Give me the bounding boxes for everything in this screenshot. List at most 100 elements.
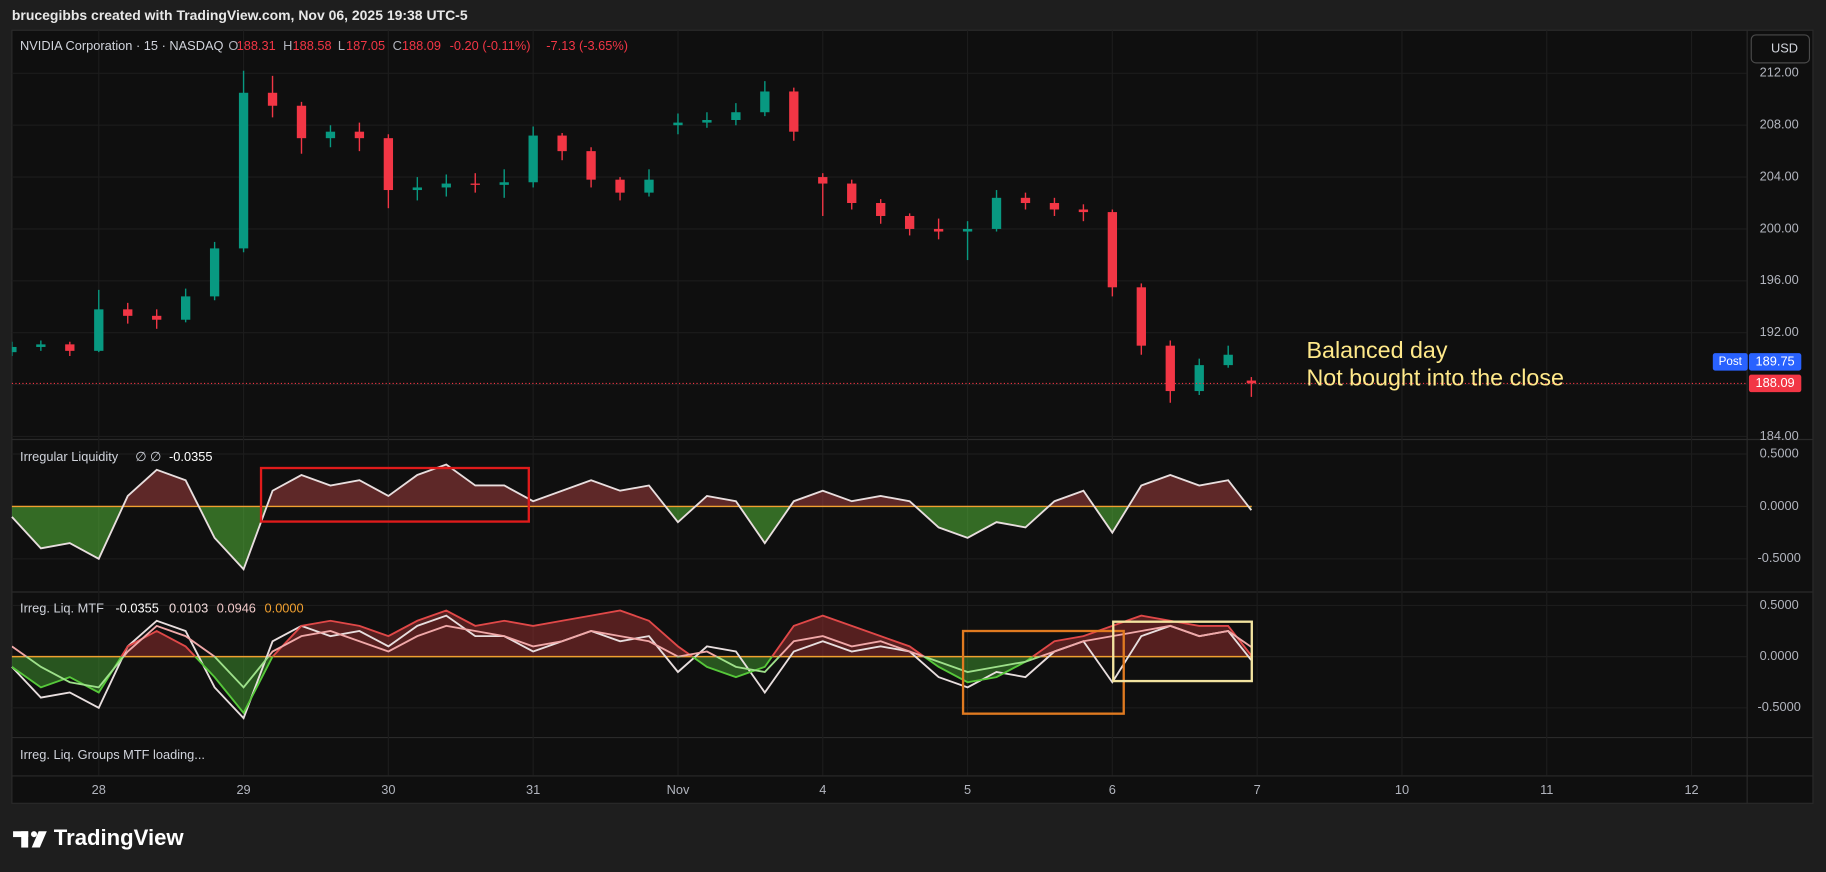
candle-body bbox=[991, 197, 1002, 229]
indicator-value: 0.0000 bbox=[265, 600, 304, 615]
candle-body bbox=[933, 228, 944, 232]
currency-button[interactable] bbox=[1750, 34, 1811, 64]
tradingview-logo-icon bbox=[13, 831, 47, 848]
candle-body bbox=[1107, 212, 1118, 288]
candle-body bbox=[499, 182, 509, 185]
post-label: Post bbox=[1719, 355, 1743, 368]
candle-body bbox=[731, 112, 741, 121]
indicator-line bbox=[11, 656, 1035, 715]
area-positive bbox=[121, 610, 1252, 657]
drawing-box-red bbox=[259, 466, 530, 523]
x-tick-label: 7 bbox=[1254, 782, 1261, 797]
indicator-params: ∅ ∅ bbox=[135, 449, 161, 464]
y-tick-label: 0.0000 bbox=[1760, 648, 1799, 663]
y-tick-label: 0.5000 bbox=[1760, 445, 1799, 460]
candle-body bbox=[644, 179, 654, 193]
candle-body bbox=[209, 248, 220, 297]
candle-body bbox=[441, 183, 451, 188]
legend-label: L bbox=[338, 38, 345, 53]
x-tick-label: 11 bbox=[1540, 782, 1553, 797]
y-tick-label: 192.00 bbox=[1760, 324, 1799, 339]
candle-body bbox=[528, 135, 538, 183]
indicator-line bbox=[11, 624, 1252, 657]
candle-body bbox=[673, 122, 683, 126]
indicator-value: -0.0355 bbox=[116, 600, 159, 615]
x-tick-label: 10 bbox=[1395, 782, 1409, 797]
x-tick-label: 4 bbox=[819, 782, 826, 797]
drawing-box-yellow bbox=[1112, 620, 1253, 683]
x-tick-label: 5 bbox=[964, 782, 971, 797]
candle-body bbox=[615, 179, 625, 193]
candles bbox=[11, 70, 1257, 403]
legend-label: C bbox=[393, 38, 402, 53]
candle-body bbox=[1049, 203, 1060, 210]
y-tick-label: 0.5000 bbox=[1760, 597, 1799, 612]
post-tag bbox=[1712, 353, 1748, 371]
last-price-label: 188.09 bbox=[1756, 375, 1795, 390]
post-price-label: 189.75 bbox=[1756, 353, 1795, 368]
x-tick-label: 31 bbox=[526, 782, 540, 797]
x-tick-label: 28 bbox=[92, 782, 106, 797]
candle-body bbox=[847, 183, 857, 204]
legend-change: -0.20 (-0.11%) bbox=[450, 38, 531, 53]
y-tick-label: 200.00 bbox=[1760, 220, 1799, 235]
y-tick-label: 212.00 bbox=[1760, 65, 1799, 80]
candle-body bbox=[238, 92, 249, 249]
indicator-value: 0.0103 bbox=[169, 600, 208, 615]
legend-label: O bbox=[228, 38, 238, 53]
annotation: Balanced day bbox=[1307, 337, 1448, 363]
candle-body bbox=[11, 346, 17, 353]
x-tick-label: 12 bbox=[1684, 782, 1698, 797]
y-tick-label: 0.0000 bbox=[1760, 498, 1799, 513]
marks-layer: 28 29 30 31 Nov 4 5 6 7 10 11 12 184.00 192.00 196.00 2… bbox=[11, 65, 1802, 797]
candle-body bbox=[1194, 365, 1204, 392]
chart-area bbox=[11, 29, 1814, 804]
candle-body bbox=[1078, 209, 1089, 213]
candle-body bbox=[325, 131, 336, 139]
candle-body bbox=[789, 91, 799, 132]
candle-body bbox=[412, 187, 422, 191]
top-bar-text: brucegibbs created with TradingView.com,… bbox=[12, 7, 468, 23]
y-tick-label: 208.00 bbox=[1760, 117, 1799, 132]
legend-label: H bbox=[283, 38, 292, 53]
candle-body bbox=[383, 138, 394, 191]
indicator-value: -0.0355 bbox=[169, 449, 212, 464]
area-negative bbox=[11, 506, 1252, 570]
candle-body bbox=[1020, 197, 1031, 204]
candle-body bbox=[94, 309, 104, 351]
y-tick-label: 184.00 bbox=[1760, 428, 1799, 443]
loading-pane-text: Irreg. Liq. Groups MTF loading... bbox=[20, 747, 205, 762]
candle-body bbox=[557, 135, 567, 152]
indicator-line bbox=[120, 609, 1253, 657]
legend-value: 187.05 bbox=[346, 38, 385, 53]
footer-logo: TradingView bbox=[54, 825, 185, 850]
y-tick-label: 204.00 bbox=[1760, 168, 1799, 183]
y-tick-label: -0.5000 bbox=[1757, 550, 1800, 565]
currency-label[interactable]: USD bbox=[1771, 40, 1798, 55]
legend-value: 188.09 bbox=[402, 38, 441, 53]
x-tick-label: 6 bbox=[1109, 782, 1116, 797]
x-tick-label: 30 bbox=[381, 782, 395, 797]
candle-body bbox=[65, 344, 75, 351]
y-tick-label: 196.00 bbox=[1760, 272, 1799, 287]
legend-day-change: -7.13 (-3.65%) bbox=[546, 38, 628, 53]
candle-body bbox=[296, 105, 307, 139]
candle-body bbox=[904, 215, 915, 229]
last-price-tag bbox=[1748, 374, 1802, 393]
candle-body bbox=[818, 177, 828, 184]
candle-body bbox=[152, 315, 162, 320]
area-positive bbox=[122, 464, 1249, 507]
drawing-box-orange bbox=[961, 629, 1125, 715]
legend-value: 188.31 bbox=[237, 38, 276, 53]
candle-body bbox=[123, 309, 133, 316]
x-tick-label: Nov bbox=[667, 782, 690, 797]
candle-body bbox=[470, 183, 480, 185]
candle-body bbox=[180, 296, 191, 320]
candle-body bbox=[760, 91, 770, 113]
candle-body bbox=[702, 120, 712, 123]
indicator-line bbox=[24, 656, 1043, 689]
symbol-title: NVIDIA Corporation · 15 · NASDAQ bbox=[20, 38, 223, 53]
indicator-title: Irregular Liquidity bbox=[20, 449, 119, 464]
